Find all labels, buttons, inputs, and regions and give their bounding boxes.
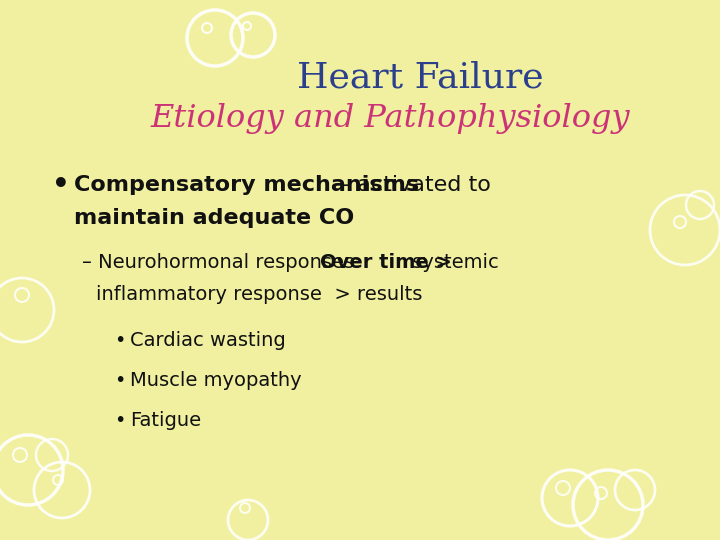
Text: - activated to: - activated to — [342, 175, 491, 195]
Text: inflammatory response  > results: inflammatory response > results — [96, 286, 423, 305]
Text: •: • — [114, 410, 125, 429]
Text: – Neurohormonal responses:: – Neurohormonal responses: — [82, 253, 367, 272]
Text: Muscle myopathy: Muscle myopathy — [130, 370, 302, 389]
Text: •: • — [114, 330, 125, 349]
Text: Over time >: Over time > — [320, 253, 452, 272]
Text: Etiology and Pathophysiology: Etiology and Pathophysiology — [150, 103, 630, 133]
Text: Compensatory mechanisms: Compensatory mechanisms — [74, 175, 419, 195]
Text: Fatigue: Fatigue — [130, 410, 201, 429]
Text: •: • — [114, 370, 125, 389]
Text: Cardiac wasting: Cardiac wasting — [130, 330, 286, 349]
Text: maintain adequate CO: maintain adequate CO — [74, 208, 354, 228]
Text: systemic: systemic — [406, 253, 499, 272]
Text: •: • — [52, 171, 70, 199]
Text: Heart Failure: Heart Failure — [297, 61, 544, 95]
